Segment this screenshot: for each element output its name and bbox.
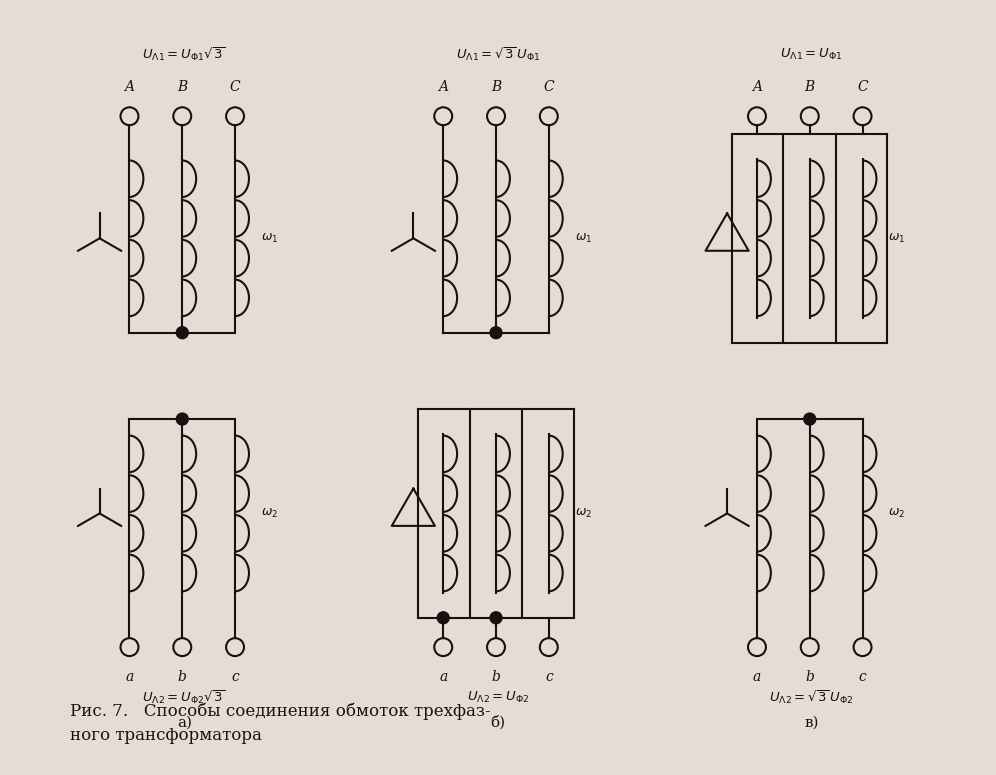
Text: A: A <box>752 80 762 94</box>
Text: $U_{\Lambda1} = \sqrt{3}\,U_{\Phi1}$: $U_{\Lambda1} = \sqrt{3}\,U_{\Phi1}$ <box>455 45 541 64</box>
Text: A: A <box>438 80 448 94</box>
Text: $\omega_1$: $\omega_1$ <box>575 232 592 245</box>
Text: B: B <box>177 80 187 94</box>
Text: b: b <box>178 670 186 684</box>
Circle shape <box>176 327 188 339</box>
Circle shape <box>490 327 502 339</box>
Text: б): б) <box>490 715 506 729</box>
Text: $\omega_2$: $\omega_2$ <box>575 507 592 520</box>
Text: $\omega_2$: $\omega_2$ <box>261 507 278 520</box>
Text: B: B <box>805 80 815 94</box>
Circle shape <box>490 611 502 624</box>
Text: $U_{\Lambda2} = \sqrt{3}\,U_{\Phi2}$: $U_{\Lambda2} = \sqrt{3}\,U_{\Phi2}$ <box>769 688 855 707</box>
Text: C: C <box>544 80 554 94</box>
Text: $\omega_2$: $\omega_2$ <box>888 507 905 520</box>
Text: a: a <box>439 670 447 684</box>
Text: b: b <box>492 670 500 684</box>
Text: a: a <box>125 670 133 684</box>
Text: $U_{\Lambda1} = U_{\Phi1}$: $U_{\Lambda1} = U_{\Phi1}$ <box>781 46 843 62</box>
Text: b: b <box>806 670 814 684</box>
Text: $\omega_1$: $\omega_1$ <box>261 232 278 245</box>
Text: a: a <box>753 670 761 684</box>
Text: B: B <box>491 80 501 94</box>
Text: $U_{\Lambda2} = U_{\Phi2}$: $U_{\Lambda2} = U_{\Phi2}$ <box>467 690 529 705</box>
Text: $U_{\Lambda2} = U_{\Phi2}\sqrt{3}$: $U_{\Lambda2} = U_{\Phi2}\sqrt{3}$ <box>142 688 226 707</box>
Text: c: c <box>545 670 553 684</box>
Text: $\omega_1$: $\omega_1$ <box>888 232 905 245</box>
Text: в): в) <box>805 715 819 729</box>
Text: c: c <box>859 670 867 684</box>
Text: c: c <box>231 670 239 684</box>
Circle shape <box>176 413 188 425</box>
Text: A: A <box>124 80 134 94</box>
Text: $U_{\Lambda1} = U_{\Phi1}\sqrt{3}$: $U_{\Lambda1} = U_{\Phi1}\sqrt{3}$ <box>142 45 226 64</box>
Text: C: C <box>858 80 868 94</box>
Text: Рис. 7.   Способы соединения обмоток трехфаз-
ного трансформатора: Рис. 7. Способы соединения обмоток трехф… <box>70 703 490 744</box>
Circle shape <box>804 413 816 425</box>
Text: C: C <box>230 80 240 94</box>
Circle shape <box>437 611 449 624</box>
Text: a): a) <box>176 715 192 729</box>
